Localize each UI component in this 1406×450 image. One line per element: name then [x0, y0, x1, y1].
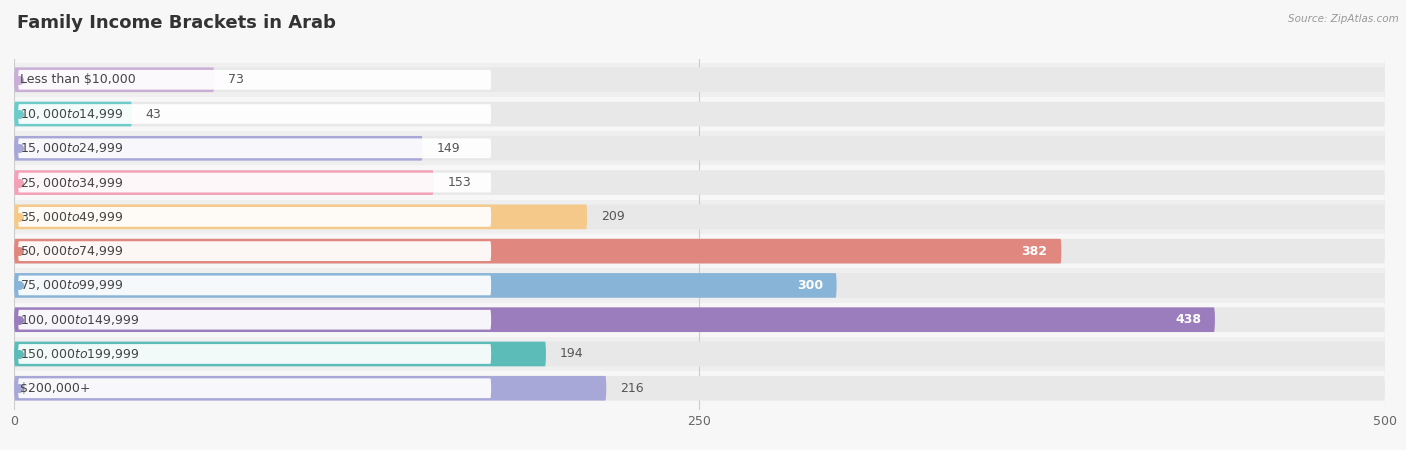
Text: 43: 43: [146, 108, 162, 121]
FancyBboxPatch shape: [14, 200, 1385, 234]
Text: 300: 300: [797, 279, 823, 292]
Text: 153: 153: [447, 176, 471, 189]
FancyBboxPatch shape: [14, 102, 1385, 126]
FancyBboxPatch shape: [14, 204, 1385, 229]
FancyBboxPatch shape: [18, 104, 491, 124]
FancyBboxPatch shape: [14, 102, 132, 126]
FancyBboxPatch shape: [14, 337, 1385, 371]
FancyBboxPatch shape: [14, 273, 1385, 298]
Text: Family Income Brackets in Arab: Family Income Brackets in Arab: [17, 14, 336, 32]
FancyBboxPatch shape: [14, 239, 1062, 264]
FancyBboxPatch shape: [18, 70, 491, 90]
Text: 209: 209: [600, 210, 624, 223]
Text: $25,000 to $34,999: $25,000 to $34,999: [20, 176, 124, 189]
Text: $200,000+: $200,000+: [20, 382, 90, 395]
Text: $15,000 to $24,999: $15,000 to $24,999: [20, 141, 124, 155]
FancyBboxPatch shape: [14, 170, 1385, 195]
FancyBboxPatch shape: [14, 376, 606, 400]
Text: $10,000 to $14,999: $10,000 to $14,999: [20, 107, 124, 121]
FancyBboxPatch shape: [14, 234, 1385, 268]
FancyBboxPatch shape: [18, 344, 491, 364]
Text: 194: 194: [560, 347, 583, 360]
Text: $50,000 to $74,999: $50,000 to $74,999: [20, 244, 124, 258]
FancyBboxPatch shape: [14, 273, 837, 298]
FancyBboxPatch shape: [14, 342, 546, 366]
Text: $100,000 to $149,999: $100,000 to $149,999: [20, 313, 139, 327]
Text: 149: 149: [436, 142, 460, 155]
Text: $75,000 to $99,999: $75,000 to $99,999: [20, 279, 124, 292]
FancyBboxPatch shape: [18, 378, 491, 398]
FancyBboxPatch shape: [14, 166, 1385, 200]
FancyBboxPatch shape: [14, 97, 1385, 131]
FancyBboxPatch shape: [14, 376, 1385, 400]
Text: $150,000 to $199,999: $150,000 to $199,999: [20, 347, 139, 361]
FancyBboxPatch shape: [18, 207, 491, 227]
Text: 438: 438: [1175, 313, 1201, 326]
FancyBboxPatch shape: [14, 131, 1385, 166]
FancyBboxPatch shape: [14, 342, 1385, 366]
FancyBboxPatch shape: [14, 63, 1385, 97]
FancyBboxPatch shape: [14, 268, 1385, 302]
Text: 382: 382: [1022, 245, 1047, 258]
FancyBboxPatch shape: [14, 204, 588, 229]
FancyBboxPatch shape: [14, 307, 1385, 332]
FancyBboxPatch shape: [14, 136, 423, 161]
FancyBboxPatch shape: [14, 239, 1385, 264]
FancyBboxPatch shape: [14, 302, 1385, 337]
FancyBboxPatch shape: [18, 241, 491, 261]
FancyBboxPatch shape: [14, 68, 214, 92]
Text: Source: ZipAtlas.com: Source: ZipAtlas.com: [1288, 14, 1399, 23]
Text: Less than $10,000: Less than $10,000: [20, 73, 136, 86]
FancyBboxPatch shape: [18, 310, 491, 329]
FancyBboxPatch shape: [18, 139, 491, 158]
FancyBboxPatch shape: [14, 136, 1385, 161]
FancyBboxPatch shape: [14, 170, 433, 195]
Text: 73: 73: [228, 73, 243, 86]
FancyBboxPatch shape: [14, 307, 1215, 332]
Text: 216: 216: [620, 382, 644, 395]
Text: $35,000 to $49,999: $35,000 to $49,999: [20, 210, 124, 224]
FancyBboxPatch shape: [14, 371, 1385, 405]
FancyBboxPatch shape: [18, 275, 491, 295]
FancyBboxPatch shape: [14, 68, 1385, 92]
FancyBboxPatch shape: [18, 173, 491, 193]
